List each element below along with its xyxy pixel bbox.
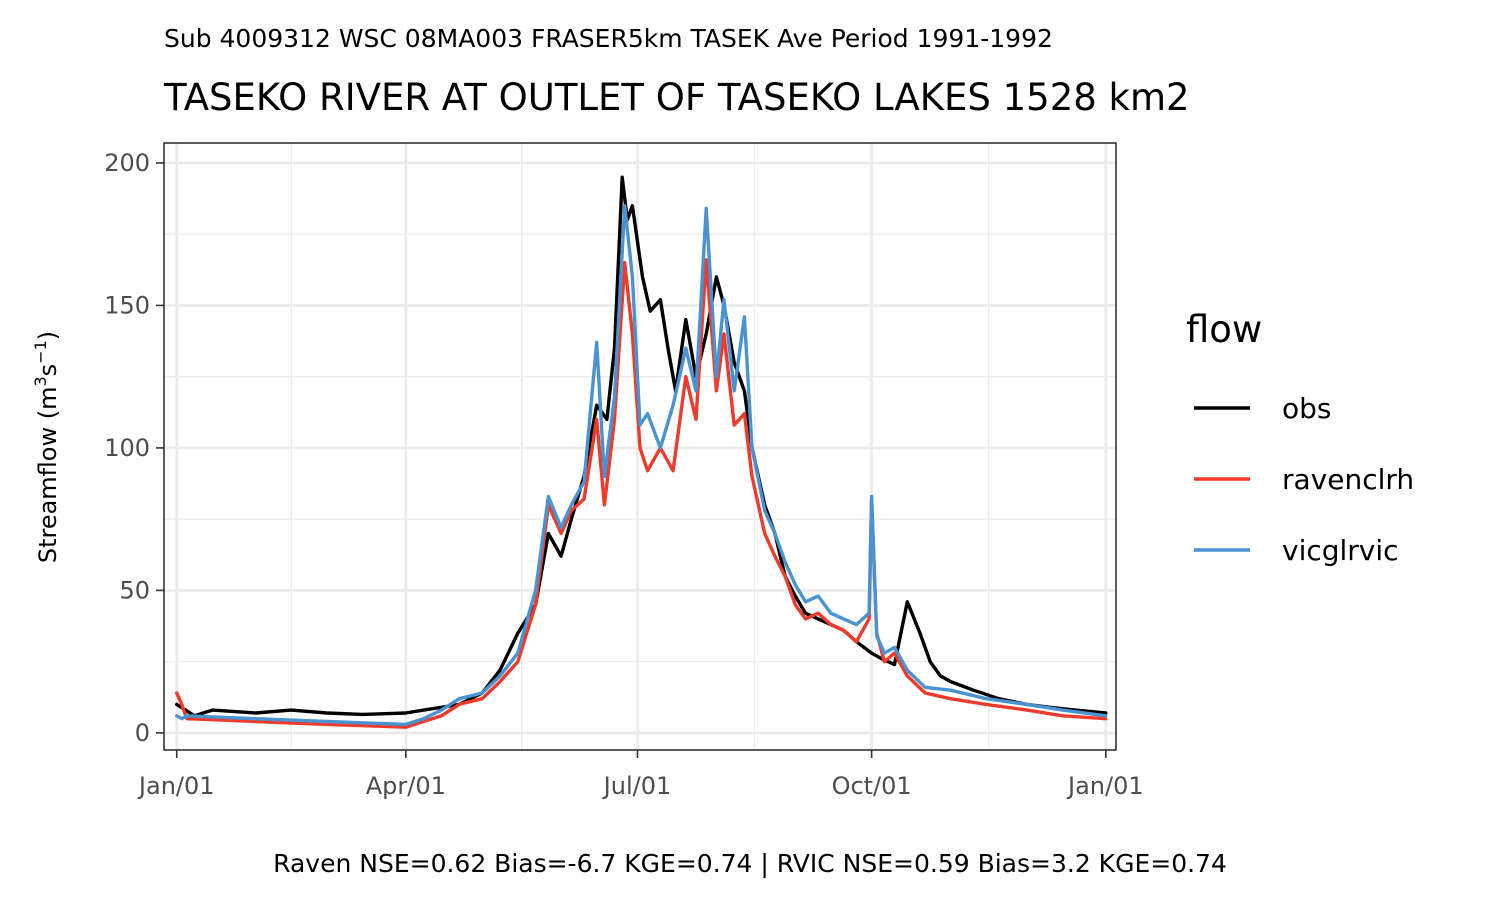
legend-title: flow	[1186, 308, 1262, 351]
y-tick-label: 50	[119, 576, 150, 604]
legend-label-ravenclrh: ravenclrh	[1282, 463, 1414, 496]
metrics-footer: Raven NSE=0.62 Bias=-6.7 KGE=0.74 | RVIC…	[273, 849, 1227, 878]
x-tick-label: Oct/01	[832, 772, 912, 800]
x-tick-label: Jan/01	[137, 772, 215, 800]
series-line-vicglrvic	[174, 203, 1108, 727]
chart-title: TASEKO RIVER AT OUTLET OF TASEKO LAKES 1…	[163, 76, 1190, 119]
series-lines	[174, 175, 1108, 729]
plot-border	[163, 142, 1117, 751]
y-tick-label: 100	[104, 434, 150, 462]
chart-subtitle: Sub 4009312 WSC 08MA003 FRASER5km TASEK …	[164, 24, 1053, 53]
legend-label-obs: obs	[1282, 392, 1332, 425]
legend: flow obs ravenclrh vicglrvic	[1186, 308, 1414, 567]
y-tick-label: 0	[135, 719, 150, 747]
legend-label-vicglrvic: vicglrvic	[1282, 534, 1399, 567]
y-tick-label: 150	[104, 291, 150, 319]
x-tick-label: Jan/01	[1066, 772, 1144, 800]
x-tick-label: Apr/01	[366, 772, 446, 800]
y-axis-label: Streamflow (m3s−1)	[31, 331, 62, 563]
x-tick-label: Jul/01	[602, 772, 672, 800]
y-tick-label: 200	[104, 149, 150, 177]
axes: 0 50 100 150 200 Jan/01 Apr/01 Jul/01 Oct/01 Jan/…	[104, 149, 1143, 800]
